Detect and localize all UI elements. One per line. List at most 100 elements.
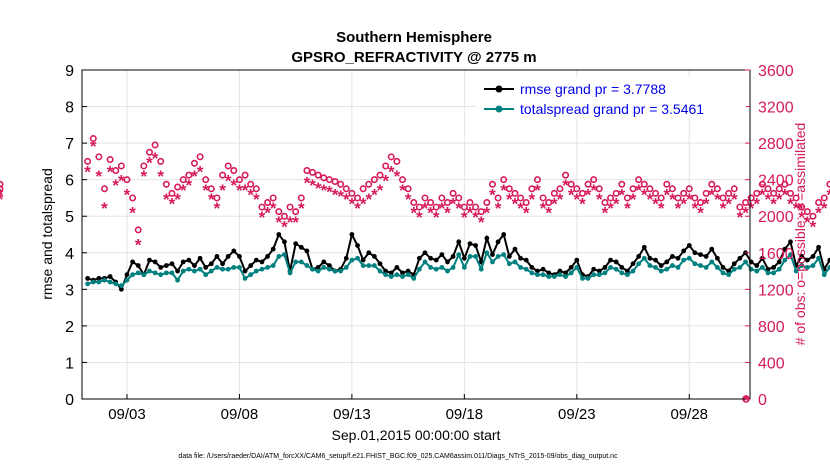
totalspread-point — [310, 266, 315, 272]
obs-assimilated-point: * — [529, 190, 536, 209]
rmse-point — [658, 263, 664, 268]
y-left-tick-label: 2 — [65, 319, 74, 336]
rmse-point — [276, 232, 282, 237]
plot-background — [82, 70, 750, 399]
totalspread-point — [799, 263, 805, 268]
obs-assimilated-point: * — [163, 190, 170, 209]
rmse-point — [698, 252, 703, 258]
obs-assimilated-point: * — [439, 199, 446, 218]
rmse-point — [467, 241, 473, 247]
totalspread-point — [388, 274, 394, 279]
rmse-point — [523, 257, 529, 263]
obs-assimilated-point: * — [782, 185, 789, 204]
obs-possible-point — [505, 185, 513, 193]
obs-possible-point — [623, 194, 631, 202]
obs-assimilated-point: * — [585, 185, 592, 204]
rmse-point — [737, 255, 743, 261]
rmse-point — [591, 266, 597, 272]
obs-assimilated-point: * — [247, 185, 254, 204]
totalspread-point — [456, 252, 462, 258]
obs-possible-point — [190, 159, 198, 167]
obs-possible-point — [162, 180, 170, 188]
obs-possible-point — [443, 199, 451, 207]
totalspread-point — [102, 277, 107, 283]
rmse-point — [248, 263, 254, 268]
totalspread-point — [495, 254, 501, 259]
obs-possible-point — [314, 171, 322, 179]
rmse-point — [445, 259, 450, 265]
obs-possible-point — [151, 141, 159, 149]
rmse-point — [433, 257, 439, 263]
legend-rmse-label: rmse grand pr = 3.7788 — [520, 81, 666, 97]
obs-assimilated-point: * — [349, 195, 356, 214]
obs-assimilated-point: * — [231, 176, 238, 195]
obs-assimilated-point: * — [118, 172, 125, 191]
obs-assimilated-point: * — [309, 176, 316, 195]
obs-possible-point — [770, 189, 778, 197]
totalspread-point — [490, 259, 495, 265]
obs-assimilated-point: * — [534, 181, 541, 200]
totalspread-point — [478, 266, 484, 272]
obs-assimilated-point: * — [124, 185, 131, 204]
rmse-point — [675, 255, 681, 261]
obs-possible-point — [331, 177, 339, 185]
obs-possible-point — [264, 199, 272, 207]
obs-assimilated-point: * — [0, 190, 4, 209]
obs-assimilated-point: * — [281, 217, 288, 236]
rmse-point — [619, 265, 625, 270]
obs-assimilated-point: * — [84, 163, 91, 182]
obs-possible-point — [691, 194, 699, 202]
obs-assimilated-point: * — [489, 185, 496, 204]
obs-assimilated-point: * — [152, 149, 159, 168]
obs-assimilated-point: * — [298, 199, 305, 218]
obs-possible-point — [635, 176, 643, 184]
obs-assimilated-point: * — [202, 181, 209, 200]
obs-possible-point — [140, 162, 148, 170]
rmse-point — [720, 265, 726, 270]
totalspread-point — [332, 268, 338, 274]
y-left-tick-label: 5 — [65, 209, 74, 226]
obs-assimilated-point: * — [613, 195, 620, 214]
obs-assimilated-point: * — [253, 190, 260, 209]
totalspread-point — [776, 266, 782, 272]
rmse-point — [383, 268, 389, 274]
obs-possible-point — [219, 171, 227, 179]
obs-possible-point — [680, 189, 688, 197]
obs-possible-point — [494, 194, 502, 202]
obs-assimilated-point: * — [90, 137, 97, 156]
rmse-point — [377, 261, 383, 267]
rmse-point — [776, 259, 782, 265]
obs-assimilated-point: * — [422, 199, 429, 218]
y-right-tick-label: 400 — [758, 355, 785, 372]
obs-possible-point — [269, 194, 277, 202]
totalspread-point — [327, 266, 332, 272]
totalspread-point — [90, 279, 96, 285]
totalspread-point — [816, 255, 821, 261]
totalspread-point — [85, 281, 91, 287]
y-left-tick-label: 7 — [65, 136, 74, 153]
obs-possible-point — [708, 180, 716, 188]
totalspread-line — [87, 250, 830, 287]
totalspread-point — [428, 265, 434, 270]
rmse-point — [709, 246, 715, 252]
totalspread-point — [557, 272, 563, 278]
obs-possible-point — [348, 189, 356, 197]
obs-possible-point — [297, 194, 305, 202]
rmse-point — [107, 274, 113, 279]
obs-possible-point — [359, 185, 367, 193]
obs-possible-point — [550, 189, 558, 197]
obs-possible-point — [410, 199, 418, 207]
totalspread-point — [416, 266, 422, 272]
obs-assimilated-point: * — [568, 185, 575, 204]
totalspread-point — [613, 266, 619, 272]
rmse-point — [810, 254, 816, 259]
legend-rmse-marker — [495, 85, 503, 93]
obs-possible-point — [517, 194, 525, 202]
rmse-point — [670, 254, 675, 259]
obs-assimilated-point: * — [410, 204, 417, 223]
obs-assimilated-point: * — [697, 204, 704, 223]
obs-possible-point — [567, 180, 575, 188]
obs-possible-point — [488, 180, 496, 188]
totalspread-point — [574, 265, 580, 270]
obs-assimilated-point: * — [405, 190, 412, 209]
